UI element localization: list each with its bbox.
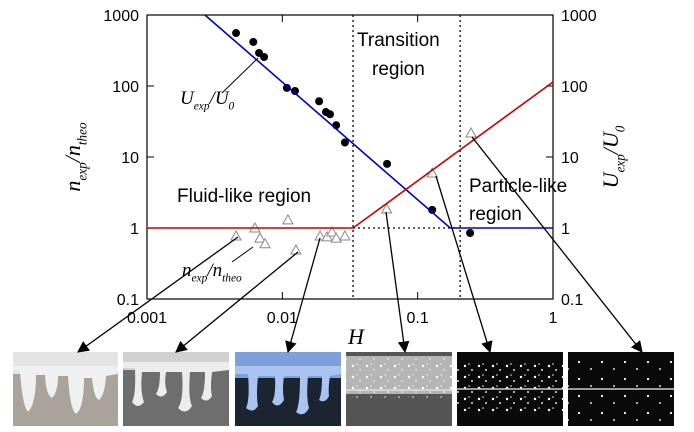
y-tick-label: 0.1	[117, 292, 139, 309]
x-tick-label: 0.1	[407, 310, 429, 327]
subscript: exp	[192, 273, 208, 285]
label-part: n	[60, 181, 85, 192]
data-point	[283, 215, 293, 224]
data-point	[315, 97, 323, 105]
region-label: region	[372, 59, 425, 80]
y-tick-label: 1	[130, 221, 139, 238]
subscript: exp	[194, 101, 210, 113]
photo	[235, 352, 341, 426]
subscript: theo	[222, 273, 242, 285]
subscript: 0	[613, 125, 628, 132]
data-point	[291, 245, 301, 254]
y-tick-label: 1000	[103, 8, 139, 25]
region-label: Fluid-like region	[177, 186, 311, 207]
y-axis-label: nexp/ntheo	[60, 122, 90, 192]
y2-tick-label: 10	[561, 150, 579, 167]
figure: 0.0010.010.110.111010010000.11101001000 …	[0, 0, 694, 432]
data-point	[326, 110, 334, 118]
region-label: region	[469, 204, 522, 225]
y2-tick-label: 100	[561, 79, 588, 96]
data-point	[466, 128, 476, 137]
plot-frame	[147, 15, 553, 299]
data-point	[232, 29, 240, 37]
label-part: /U	[209, 88, 230, 109]
data-point	[260, 53, 268, 61]
photo	[568, 352, 674, 426]
data-point	[466, 229, 474, 237]
label-part: n	[182, 260, 192, 281]
y-tick-label: 100	[112, 79, 139, 96]
photo	[13, 352, 118, 426]
subscript: theo	[75, 122, 90, 145]
leader-line	[232, 247, 253, 262]
subscript: 0	[229, 101, 235, 113]
data-point	[340, 231, 350, 240]
leader-line	[222, 58, 258, 93]
label-part: /n	[60, 145, 85, 164]
x-tick-label: 1	[549, 310, 558, 327]
label-part: /n	[206, 260, 222, 281]
subscript: exp	[75, 162, 90, 181]
region-label: Particle-like	[469, 176, 567, 197]
y-tick-label: 10	[121, 150, 139, 167]
data-point	[383, 160, 391, 168]
label-part: /U	[598, 130, 623, 156]
photo	[457, 352, 563, 426]
y2-tick-label: 1000	[561, 8, 597, 25]
y2-axis-label: Uexp/U0	[598, 125, 628, 188]
subscript: exp	[613, 154, 628, 173]
x-tick-label: 0.01	[267, 310, 298, 327]
series-label: nexp/ntheo	[182, 260, 242, 285]
y2-tick-label: 1	[561, 221, 570, 238]
series-label: Uexp/U0	[180, 88, 235, 113]
x-axis-label: H	[347, 324, 365, 349]
y2-tick-label: 0.1	[561, 292, 583, 309]
photo	[123, 352, 229, 426]
region-label: Transition	[357, 30, 440, 51]
photo	[346, 352, 452, 426]
data-point	[249, 38, 257, 46]
